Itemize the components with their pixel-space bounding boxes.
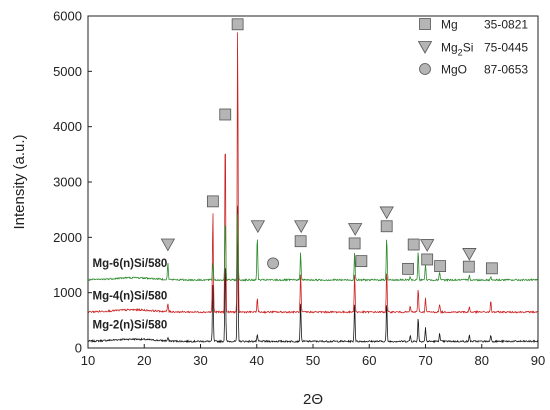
y-tick-label: 0 [75, 341, 82, 356]
mg2si-triangle-icon [462, 248, 477, 261]
series-labels: Mg-2(n)Si/580 Mg-4(n)Si/580 Mg-6(n)Si/580 [93, 258, 168, 331]
legend-card-number: 75-0445 [484, 41, 528, 55]
peak-markers [160, 18, 498, 275]
mg-square-icon [421, 253, 434, 266]
series-line [87, 32, 538, 315]
series-label: Mg-2(n)Si/580 [93, 320, 168, 332]
legend-item: Mg 35-0821 [419, 18, 528, 32]
mg2si-triangle-icon [417, 41, 433, 54]
mg-square-icon [407, 238, 420, 251]
y-tick-label: 5000 [53, 64, 82, 79]
y-axis-title: Intensity (a.u.) [11, 134, 28, 229]
legend-phase-name: MgO [441, 63, 467, 77]
x-tick-label: 80 [475, 353, 489, 368]
legend-item: Mg2Si 75-0445 [417, 41, 528, 58]
series-line [87, 213, 539, 282]
x-tick-label: 60 [362, 353, 376, 368]
mg2si-triangle-icon [420, 239, 435, 252]
x-tick-label: 70 [418, 353, 432, 368]
mg2si-triangle-icon [160, 238, 176, 252]
legend-phase-subscript: 2 [458, 48, 463, 58]
mg2si-triangle-icon [250, 220, 266, 234]
mg-square-icon [380, 220, 393, 233]
y-tick-label: 3000 [53, 175, 82, 190]
mg2si-triangle-icon [294, 220, 309, 234]
legend-phase-name: Mg [441, 18, 458, 32]
x-axis-title: 2Θ [303, 391, 323, 408]
legend-phase: Mg2Si [441, 41, 473, 58]
legend-item: MgO 87-0653 [419, 63, 528, 77]
series-layer [87, 32, 539, 344]
x-tick-label: 30 [193, 353, 207, 368]
mg-square-icon [355, 255, 368, 268]
x-tick-label: 90 [531, 353, 545, 368]
legend-card-number: 35-0821 [484, 18, 528, 32]
x-tick-label: 20 [137, 353, 151, 368]
mgo-circle-icon [267, 257, 279, 270]
x-tick-label: 40 [250, 353, 264, 368]
mgo-circle-icon [419, 63, 431, 75]
y-tick-label: 4000 [53, 119, 82, 134]
mg2si-triangle-icon [379, 206, 394, 220]
mg-square-icon [231, 18, 244, 31]
mg-square-icon [294, 235, 307, 248]
legend-card-number: 87-0653 [484, 63, 528, 77]
y-tick-label: 6000 [53, 9, 82, 24]
x-tick-label: 50 [306, 353, 320, 368]
mg2si-triangle-icon [348, 223, 363, 236]
series-line [87, 205, 539, 344]
legend-phase: MgO [441, 63, 467, 77]
mg-square-icon [219, 108, 232, 121]
y-tick-label: 2000 [53, 230, 82, 245]
legend-phase: Mg [441, 18, 458, 32]
y-tick-label: 1000 [53, 285, 82, 300]
mg-square-icon [402, 262, 414, 275]
mg-square-icon [434, 260, 447, 273]
mg-square-icon [348, 237, 361, 250]
legend-phase-name: Mg [441, 41, 458, 55]
series-label: Mg-6(n)Si/580 [93, 258, 168, 270]
mg-square-icon [462, 260, 475, 273]
axis-ticks: 10 20 30 40 50 60 70 80 90 0 1000 2000 3000 4000 5000 6… [53, 9, 545, 369]
mg-square-icon [485, 262, 498, 275]
legend-phase-rest: Si [463, 41, 474, 55]
x-tick-label: 10 [81, 353, 95, 368]
mg-square-icon [419, 18, 431, 30]
series-label: Mg-4(n)Si/580 [93, 290, 168, 302]
mg-square-icon [206, 195, 219, 208]
